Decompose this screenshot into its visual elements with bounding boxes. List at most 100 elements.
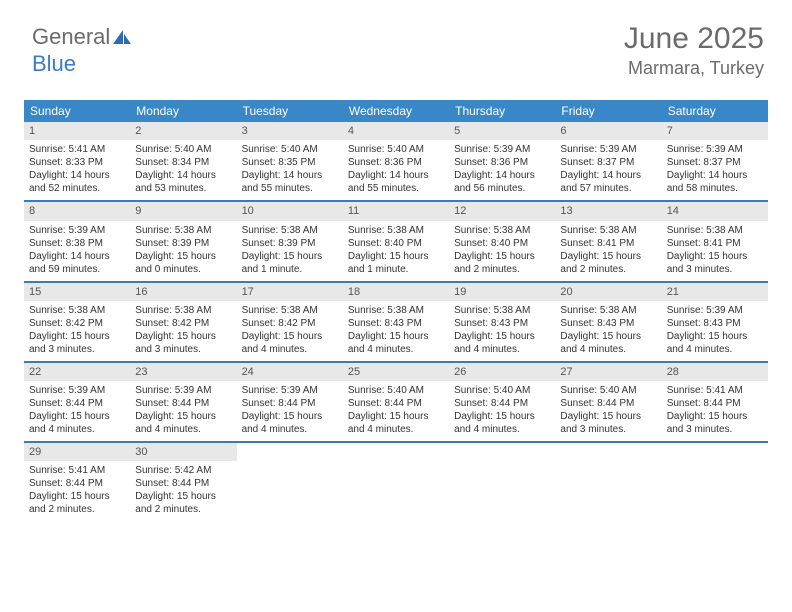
day-cell: 23Sunrise: 5:39 AMSunset: 8:44 PMDayligh…: [130, 363, 236, 441]
day-body: Sunrise: 5:40 AMSunset: 8:44 PMDaylight:…: [449, 381, 555, 441]
logo-text-1: General: [32, 24, 110, 49]
sunrise-line: Sunrise: 5:39 AM: [29, 384, 125, 397]
sunrise-line: Sunrise: 5:38 AM: [560, 304, 656, 317]
day-cell-empty: [662, 443, 768, 521]
sunrise-line: Sunrise: 5:39 AM: [135, 384, 231, 397]
day-body: Sunrise: 5:39 AMSunset: 8:37 PMDaylight:…: [662, 140, 768, 200]
sunrise-line: Sunrise: 5:40 AM: [560, 384, 656, 397]
month-title: June 2025: [624, 22, 764, 56]
day-body: Sunrise: 5:38 AMSunset: 8:40 PMDaylight:…: [343, 221, 449, 281]
daylight-line: Daylight: 15 hours and 1 minute.: [348, 250, 444, 276]
weekday-friday: Friday: [555, 100, 661, 122]
week-row: 8Sunrise: 5:39 AMSunset: 8:38 PMDaylight…: [24, 202, 768, 282]
week-row: 1Sunrise: 5:41 AMSunset: 8:33 PMDaylight…: [24, 122, 768, 202]
sunset-line: Sunset: 8:42 PM: [135, 317, 231, 330]
day-body: Sunrise: 5:41 AMSunset: 8:44 PMDaylight:…: [662, 381, 768, 441]
sunrise-line: Sunrise: 5:40 AM: [242, 143, 338, 156]
sunrise-line: Sunrise: 5:42 AM: [135, 464, 231, 477]
daylight-line: Daylight: 15 hours and 3 minutes.: [560, 410, 656, 436]
daylight-line: Daylight: 15 hours and 4 minutes.: [667, 330, 763, 356]
sunset-line: Sunset: 8:37 PM: [560, 156, 656, 169]
day-cell: 29Sunrise: 5:41 AMSunset: 8:44 PMDayligh…: [24, 443, 130, 521]
sunset-line: Sunset: 8:40 PM: [454, 237, 550, 250]
daylight-line: Daylight: 14 hours and 58 minutes.: [667, 169, 763, 195]
sunset-line: Sunset: 8:44 PM: [29, 397, 125, 410]
day-cell: 9Sunrise: 5:38 AMSunset: 8:39 PMDaylight…: [130, 202, 236, 280]
day-cell: 26Sunrise: 5:40 AMSunset: 8:44 PMDayligh…: [449, 363, 555, 441]
sunrise-line: Sunrise: 5:38 AM: [242, 304, 338, 317]
sunrise-line: Sunrise: 5:38 AM: [242, 224, 338, 237]
weekday-tuesday: Tuesday: [237, 100, 343, 122]
sunset-line: Sunset: 8:38 PM: [29, 237, 125, 250]
sunrise-line: Sunrise: 5:39 AM: [667, 304, 763, 317]
sunrise-line: Sunrise: 5:38 AM: [454, 304, 550, 317]
sunrise-line: Sunrise: 5:41 AM: [667, 384, 763, 397]
sunrise-line: Sunrise: 5:39 AM: [29, 224, 125, 237]
day-number: 20: [555, 283, 661, 301]
sunset-line: Sunset: 8:44 PM: [560, 397, 656, 410]
sunrise-line: Sunrise: 5:38 AM: [135, 224, 231, 237]
daylight-line: Daylight: 15 hours and 3 minutes.: [135, 330, 231, 356]
sunset-line: Sunset: 8:44 PM: [135, 477, 231, 490]
day-cell: 13Sunrise: 5:38 AMSunset: 8:41 PMDayligh…: [555, 202, 661, 280]
sunset-line: Sunset: 8:44 PM: [348, 397, 444, 410]
daylight-line: Daylight: 14 hours and 53 minutes.: [135, 169, 231, 195]
sunrise-line: Sunrise: 5:39 AM: [242, 384, 338, 397]
day-body: Sunrise: 5:39 AMSunset: 8:43 PMDaylight:…: [662, 301, 768, 361]
daylight-line: Daylight: 15 hours and 4 minutes.: [454, 330, 550, 356]
day-body: Sunrise: 5:38 AMSunset: 8:43 PMDaylight:…: [555, 301, 661, 361]
day-number: 18: [343, 283, 449, 301]
sunrise-line: Sunrise: 5:38 AM: [454, 224, 550, 237]
weekday-monday: Monday: [130, 100, 236, 122]
day-number: 10: [237, 202, 343, 220]
sunset-line: Sunset: 8:34 PM: [135, 156, 231, 169]
sunset-line: Sunset: 8:44 PM: [454, 397, 550, 410]
day-body: Sunrise: 5:40 AMSunset: 8:35 PMDaylight:…: [237, 140, 343, 200]
day-cell: 15Sunrise: 5:38 AMSunset: 8:42 PMDayligh…: [24, 283, 130, 361]
day-body: Sunrise: 5:38 AMSunset: 8:41 PMDaylight:…: [555, 221, 661, 281]
week-row: 29Sunrise: 5:41 AMSunset: 8:44 PMDayligh…: [24, 443, 768, 521]
day-number: 16: [130, 283, 236, 301]
daylight-line: Daylight: 15 hours and 2 minutes.: [454, 250, 550, 276]
day-body: Sunrise: 5:38 AMSunset: 8:39 PMDaylight:…: [130, 221, 236, 281]
weekday-saturday: Saturday: [662, 100, 768, 122]
sunset-line: Sunset: 8:36 PM: [348, 156, 444, 169]
day-cell: 4Sunrise: 5:40 AMSunset: 8:36 PMDaylight…: [343, 122, 449, 200]
sunrise-line: Sunrise: 5:40 AM: [348, 384, 444, 397]
day-number: 15: [24, 283, 130, 301]
logo-sail-icon: [112, 25, 132, 51]
daylight-line: Daylight: 15 hours and 3 minutes.: [667, 410, 763, 436]
day-cell: 27Sunrise: 5:40 AMSunset: 8:44 PMDayligh…: [555, 363, 661, 441]
day-body: Sunrise: 5:38 AMSunset: 8:43 PMDaylight:…: [449, 301, 555, 361]
sunrise-line: Sunrise: 5:38 AM: [560, 224, 656, 237]
sunset-line: Sunset: 8:36 PM: [454, 156, 550, 169]
sunrise-line: Sunrise: 5:41 AM: [29, 143, 125, 156]
sunset-line: Sunset: 8:41 PM: [560, 237, 656, 250]
day-cell: 17Sunrise: 5:38 AMSunset: 8:42 PMDayligh…: [237, 283, 343, 361]
day-number: 4: [343, 122, 449, 140]
day-cell: 19Sunrise: 5:38 AMSunset: 8:43 PMDayligh…: [449, 283, 555, 361]
day-number: 3: [237, 122, 343, 140]
day-cell: 5Sunrise: 5:39 AMSunset: 8:36 PMDaylight…: [449, 122, 555, 200]
day-body: Sunrise: 5:39 AMSunset: 8:37 PMDaylight:…: [555, 140, 661, 200]
day-number: 23: [130, 363, 236, 381]
sunrise-line: Sunrise: 5:39 AM: [667, 143, 763, 156]
day-cell-empty: [343, 443, 449, 521]
sunset-line: Sunset: 8:44 PM: [242, 397, 338, 410]
day-cell: 3Sunrise: 5:40 AMSunset: 8:35 PMDaylight…: [237, 122, 343, 200]
daylight-line: Daylight: 15 hours and 2 minutes.: [29, 490, 125, 516]
day-number: 13: [555, 202, 661, 220]
day-cell: 21Sunrise: 5:39 AMSunset: 8:43 PMDayligh…: [662, 283, 768, 361]
weekday-thursday: Thursday: [449, 100, 555, 122]
sunset-line: Sunset: 8:40 PM: [348, 237, 444, 250]
day-cell: 16Sunrise: 5:38 AMSunset: 8:42 PMDayligh…: [130, 283, 236, 361]
daylight-line: Daylight: 15 hours and 4 minutes.: [560, 330, 656, 356]
day-body: Sunrise: 5:40 AMSunset: 8:44 PMDaylight:…: [555, 381, 661, 441]
day-body: Sunrise: 5:40 AMSunset: 8:36 PMDaylight:…: [343, 140, 449, 200]
daylight-line: Daylight: 15 hours and 4 minutes.: [242, 330, 338, 356]
day-cell: 20Sunrise: 5:38 AMSunset: 8:43 PMDayligh…: [555, 283, 661, 361]
day-number: 12: [449, 202, 555, 220]
day-body: Sunrise: 5:39 AMSunset: 8:36 PMDaylight:…: [449, 140, 555, 200]
daylight-line: Daylight: 15 hours and 4 minutes.: [242, 410, 338, 436]
sunset-line: Sunset: 8:44 PM: [29, 477, 125, 490]
